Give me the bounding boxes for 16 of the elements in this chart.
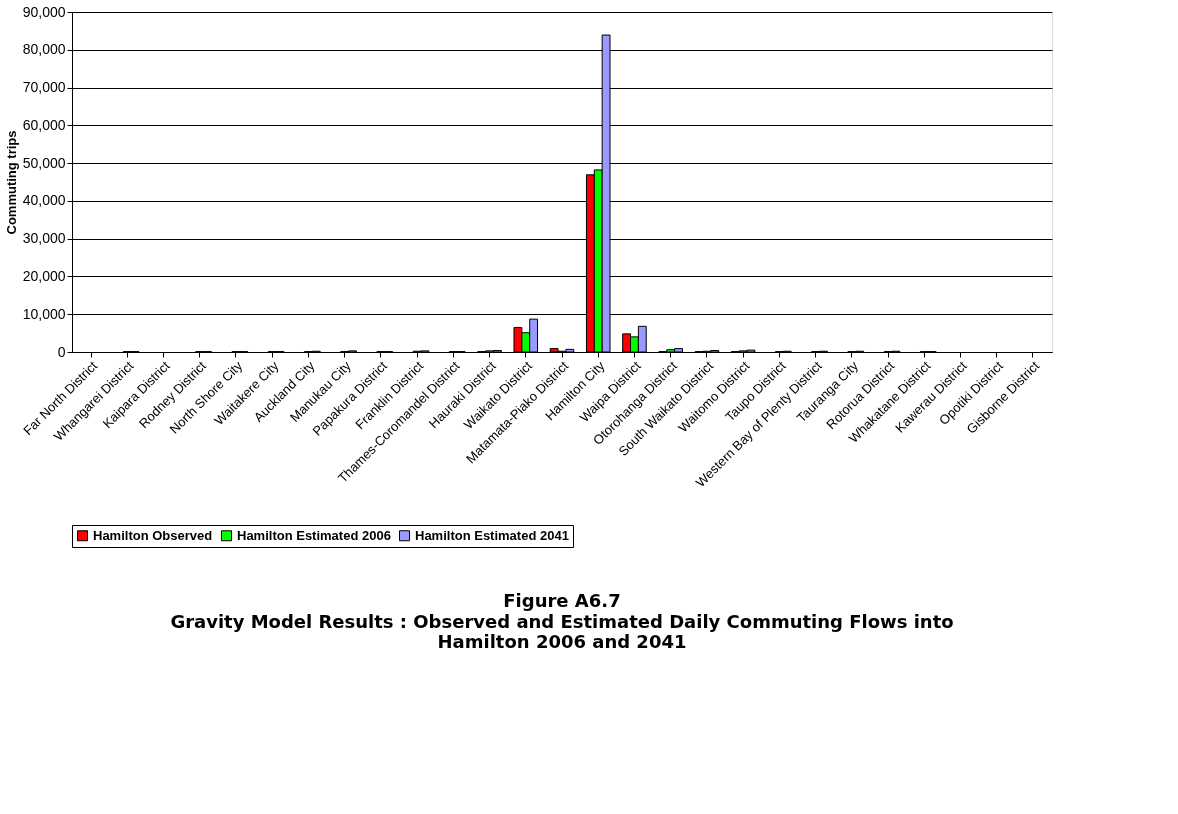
text: Figure A6.7 — [503, 589, 621, 611]
y-tick-label: 20,000 — [22, 267, 66, 284]
y-tick-label: 0 — [57, 343, 66, 360]
y-tick-label: 80,000 — [22, 41, 66, 58]
y-tick-label: 90,000 — [22, 3, 66, 20]
y-axis-title: Commuting trips — [3, 130, 19, 235]
y-tick-label: 30,000 — [22, 230, 66, 247]
legend-label: Hamilton Estimated 2006 — [237, 527, 391, 543]
text: Gravity Model Results : Observed and Estimated Daily Commuting Flows into Hamilton 2006 and 2041 — [170, 610, 954, 652]
legend-label: Hamilton Estimated 2041 — [415, 527, 569, 543]
y-tick-label: 60,000 — [22, 116, 66, 133]
y-tick-label: 10,000 — [22, 305, 66, 322]
legend-label: Hamilton Observed — [93, 527, 213, 543]
y-tick-label: 40,000 — [22, 192, 66, 209]
y-tick-label: 50,000 — [22, 154, 66, 171]
y-tick-label: 70,000 — [22, 79, 66, 96]
